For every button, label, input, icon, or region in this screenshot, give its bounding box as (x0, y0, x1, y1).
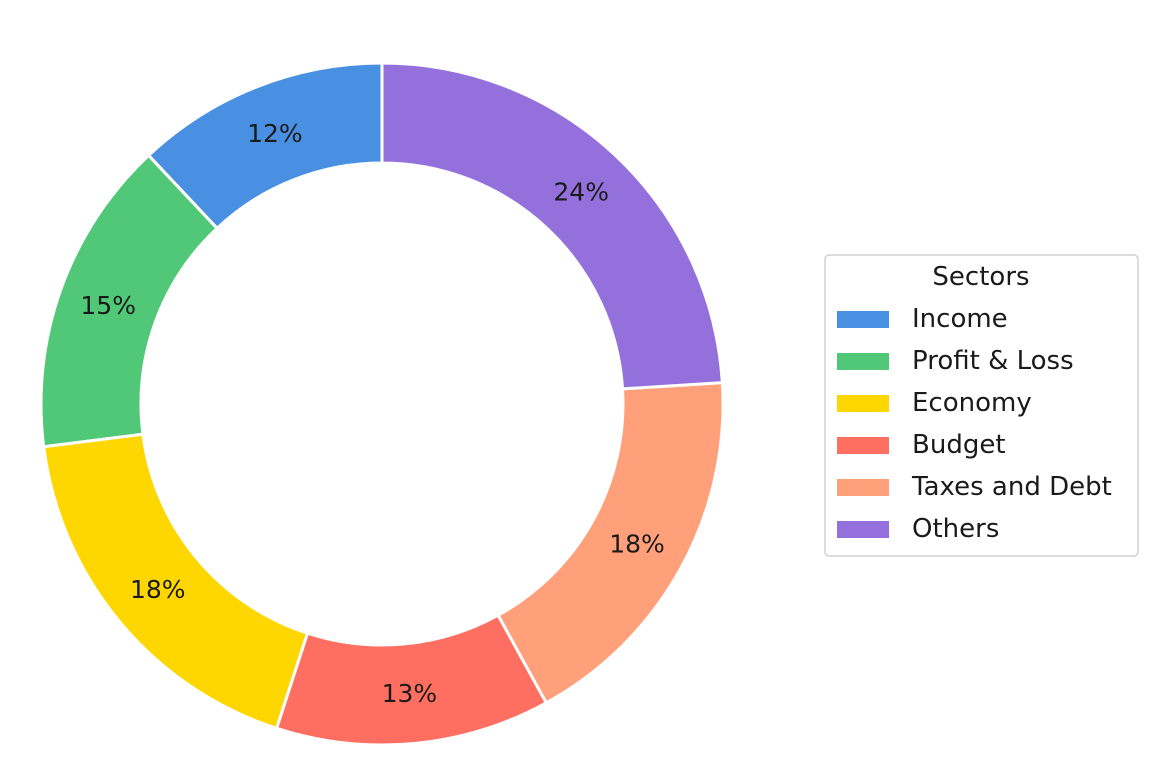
legend-frame (824, 254, 1139, 557)
slice-percent-label: 15% (80, 291, 136, 320)
legend-swatch (837, 521, 889, 538)
slice-percent-label: 12% (247, 119, 303, 148)
legend-swatch (837, 395, 889, 412)
legend-entry-label: Profit & Loss (912, 346, 1074, 376)
slice-percent-label: 18% (130, 575, 186, 604)
slice-percent-label: 18% (609, 530, 665, 559)
legend-entry-label: Income (912, 304, 1008, 334)
legend-swatch (837, 311, 889, 328)
legend-swatch (837, 479, 889, 496)
slice-percent-label: 24% (553, 177, 609, 206)
legend-entry-label: Taxes and Debt (911, 472, 1112, 502)
legend-entry-label: Economy (912, 388, 1032, 418)
legend-entry-label: Budget (912, 430, 1006, 460)
slice-percent-label: 13% (382, 679, 438, 708)
donut-slices (39, 61, 725, 747)
legend-items: Income Profit & Loss Economy Budget Taxes an… (837, 304, 1112, 544)
legend-entry-label: Others (912, 514, 999, 544)
legend-title: Sectors (932, 262, 1029, 292)
slice-others (380, 61, 724, 391)
legend-swatch (837, 437, 889, 454)
legend-swatch (837, 353, 889, 370)
legend: Sectors Income Profit & Loss Economy Budget… (824, 254, 1139, 557)
slice-labels: 12% 15% 18% 13% 18% 24% (80, 119, 664, 708)
